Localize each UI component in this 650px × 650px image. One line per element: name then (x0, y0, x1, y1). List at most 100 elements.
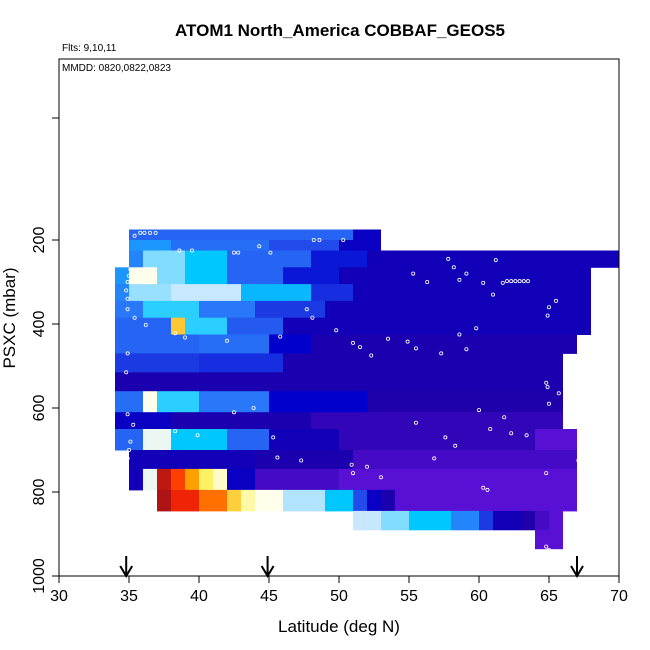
sample-point (385, 336, 390, 341)
sample-point (457, 277, 462, 282)
y-tick-label: 600 (31, 395, 48, 422)
sample-point (124, 370, 129, 375)
y-axis: 200 400 600 800 1000 (31, 117, 59, 594)
sample-point (537, 550, 542, 555)
heatmap-cell (227, 267, 283, 285)
heatmap-cell (409, 510, 451, 531)
heatmap-cell (185, 468, 199, 491)
sample-point (310, 315, 315, 320)
sample-point (513, 279, 518, 284)
heatmap-cell (199, 300, 255, 319)
heatmap-cell (171, 468, 185, 491)
sample-point (182, 335, 187, 340)
heatmap-cell (269, 334, 311, 354)
heatmap-cell (129, 240, 171, 251)
sample-points (124, 230, 615, 555)
heatmap-cell (227, 250, 311, 268)
sample-point (488, 243, 493, 248)
heatmap-cell (143, 429, 171, 451)
heatmap-cell (115, 284, 129, 302)
heatmap-cell (227, 429, 269, 451)
sample-point (251, 405, 256, 410)
sample-point (481, 485, 486, 490)
heatmap-cell (353, 229, 381, 241)
sample-point (443, 435, 448, 440)
sample-point (490, 292, 495, 297)
sample-point (278, 334, 283, 339)
sample-point (132, 315, 137, 320)
sample-point (413, 243, 418, 248)
x-tick-label: 35 (120, 588, 138, 605)
sample-point (547, 401, 552, 406)
sample-point (142, 230, 147, 235)
sample-point (350, 340, 355, 345)
sample-point (231, 410, 236, 415)
heatmap-cell (311, 334, 577, 354)
sample-point (125, 279, 130, 284)
sample-point (610, 454, 615, 459)
sample-point (509, 279, 514, 284)
sample-point (464, 271, 469, 276)
heatmap-cell (157, 489, 171, 512)
sample-point (547, 547, 552, 552)
heatmap-cell (241, 284, 311, 302)
heatmap-cell (521, 510, 535, 531)
heatmap-cell (549, 510, 563, 531)
sample-point (177, 248, 182, 253)
sample-point (526, 279, 531, 284)
heatmap-cell (381, 510, 409, 531)
heatmap-cell (115, 267, 129, 285)
sample-point (432, 456, 437, 461)
heatmap-cell (199, 353, 283, 373)
sample-point (576, 458, 581, 463)
heatmap-cell (255, 489, 283, 512)
heatmap-cell (255, 450, 353, 470)
sample-point (127, 273, 132, 278)
heatmap-cell (535, 429, 577, 451)
sample-point (257, 244, 262, 249)
x-tick-label: 70 (610, 588, 628, 605)
dates-subtitle: MMDD: 0820,0822,0823 (62, 63, 171, 74)
heatmap-cell (185, 250, 227, 268)
sample-point (195, 433, 200, 438)
chart-title: ATOM1 North_America COBBAF_GEOS5 (175, 21, 505, 40)
sample-point (224, 338, 229, 343)
sample-point (425, 243, 430, 248)
sample-point (189, 248, 194, 253)
sample-point (500, 280, 505, 285)
heatmap-cell (255, 468, 339, 491)
sample-point (493, 258, 498, 263)
sample-point (464, 347, 469, 352)
heatmap-cell (311, 250, 367, 268)
heatmap-cell (325, 300, 591, 319)
sample-point (521, 279, 526, 284)
heatmap-cell (535, 510, 549, 531)
sample-point (524, 433, 529, 438)
x-tick-label: 60 (470, 588, 488, 605)
heatmap-cell (479, 510, 493, 531)
sample-point (317, 237, 322, 242)
sample-point (425, 279, 430, 284)
heatmap-cell (213, 468, 227, 491)
sample-point (350, 471, 355, 476)
heatmap-cell (353, 450, 577, 470)
heatmap-cell (283, 489, 325, 512)
sample-point (565, 414, 570, 419)
heatmap-cell (227, 468, 255, 491)
sample-point (231, 250, 236, 255)
sample-point (334, 328, 339, 333)
heatmap-cell (353, 284, 591, 302)
sample-point (124, 288, 129, 293)
heatmap-cell (143, 300, 199, 319)
sample-point (125, 412, 130, 417)
sample-point (299, 458, 304, 463)
heatmap-cell (255, 300, 325, 319)
heatmap-cell (269, 391, 367, 413)
y-tick-label: 800 (31, 479, 48, 506)
sample-point (128, 439, 133, 444)
sample-point (132, 233, 137, 238)
sample-point (381, 243, 386, 248)
heatmap-cell (185, 267, 227, 285)
heatmap-cell (283, 317, 591, 335)
